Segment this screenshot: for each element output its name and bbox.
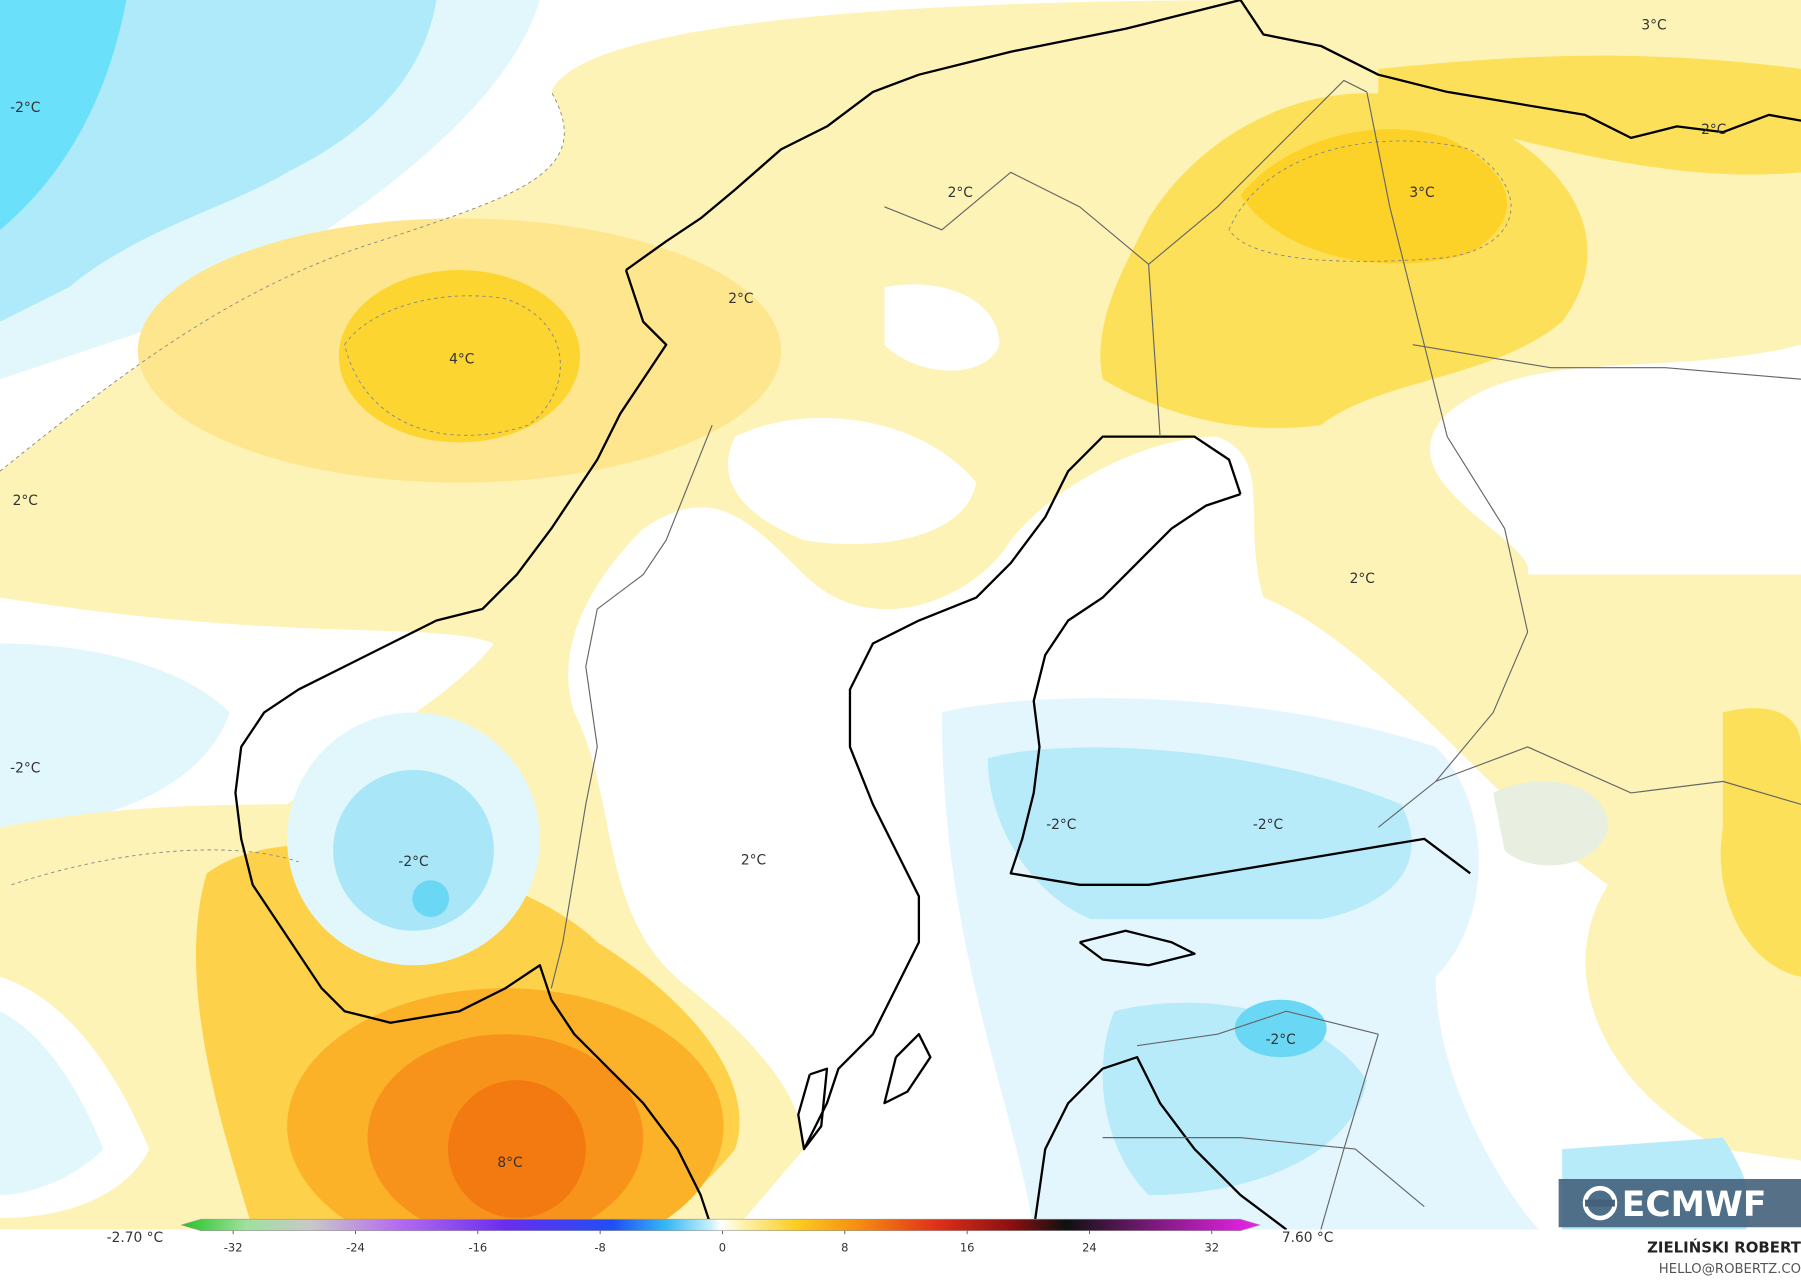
colorbar-tick-label: 16 — [960, 1240, 975, 1254]
contour-label: 8°C — [497, 1155, 522, 1171]
contour-label: 2°C — [1350, 571, 1375, 587]
contour-label: -2°C — [10, 100, 40, 116]
colorbar-tick-label: -24 — [346, 1240, 365, 1254]
contour-label: 2°C — [728, 291, 753, 307]
contour-label: -2°C — [10, 761, 40, 777]
contour-label: -2°C — [1253, 817, 1283, 833]
credit-email: HELLO@ROBERTZ.CO — [1659, 1262, 1801, 1277]
logo: ECMWF — [1558, 1178, 1801, 1228]
logo-text: ECMWF — [1622, 1185, 1767, 1225]
colorbar-tick-label: 8 — [841, 1240, 848, 1254]
contour-label: -2°C — [1266, 1032, 1296, 1048]
colorbar-tick-label: 32 — [1204, 1240, 1219, 1254]
contour-label: 4°C — [449, 352, 474, 368]
credit-name: ZIELIŃSKI ROBERT — [1647, 1239, 1801, 1257]
contour-label: 3°C — [1641, 17, 1666, 33]
colorbar-max: 7.60 °C — [1282, 1230, 1334, 1246]
contour-label: 2°C — [948, 185, 973, 201]
contour-label: 3°C — [1409, 185, 1434, 201]
contour-label: -2°C — [1046, 817, 1076, 833]
borders — [550, 79, 1801, 1230]
colorbar-tick-label: 24 — [1082, 1240, 1097, 1254]
contour-label: 2°C — [741, 853, 766, 869]
contour-label: 2°C — [13, 493, 38, 509]
colorbar — [180, 1218, 1262, 1231]
isolines — [0, 91, 1512, 886]
contour-labels: -2°C 2°C 3°C 2°C 3°C 4°C 2°C 2°C 2°C -2°… — [10, 17, 1726, 1171]
colorbar-tick-label: -32 — [224, 1240, 243, 1254]
colorbar-min: -2.70 °C — [107, 1230, 163, 1246]
colorbar-tick-label: -16 — [468, 1240, 487, 1254]
colorbar-tick-label: 0 — [719, 1240, 726, 1254]
colorbar-tick-label: -8 — [594, 1240, 605, 1254]
coastlines — [234, 0, 1801, 1231]
contour-label: 2°C — [1701, 122, 1726, 138]
contour-label: -2°C — [398, 854, 428, 870]
